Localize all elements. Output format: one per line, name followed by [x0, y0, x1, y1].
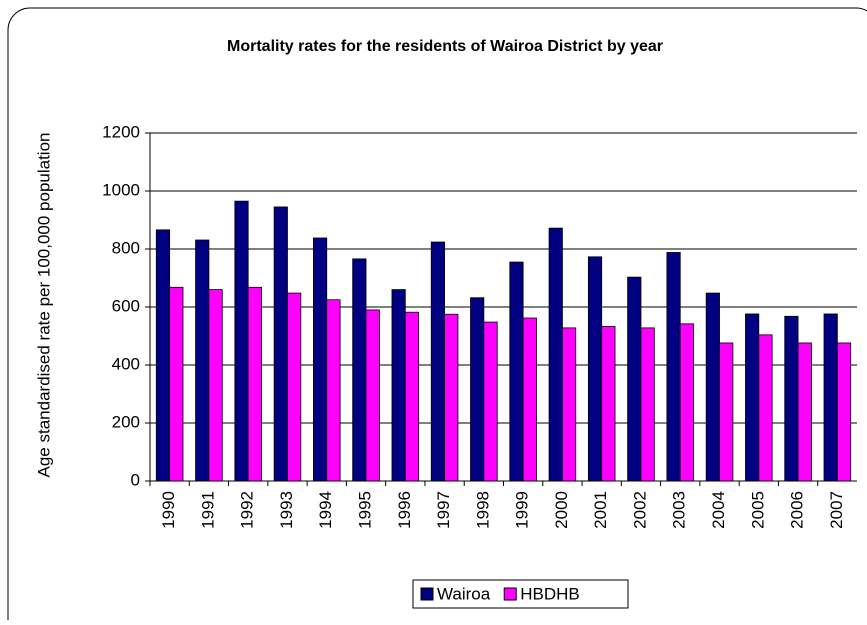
bar	[679, 323, 695, 482]
x-tick-label: 1997	[434, 491, 453, 529]
bar	[155, 229, 171, 482]
legend-swatch	[420, 587, 434, 601]
y-tick-label: 800	[112, 238, 140, 257]
bar	[758, 334, 773, 482]
bar	[195, 239, 210, 482]
x-tick-label: 1995	[356, 491, 375, 529]
y-tick-label: 0	[131, 470, 140, 489]
bar	[247, 286, 262, 482]
bar	[601, 326, 616, 482]
x-tick-label: 2006	[788, 491, 807, 529]
bar	[823, 313, 838, 482]
bar	[404, 311, 420, 482]
bar	[784, 315, 799, 482]
bar	[836, 342, 852, 482]
bar	[312, 237, 328, 482]
bar	[797, 342, 812, 482]
bar	[562, 327, 577, 482]
x-tick-label: 1991	[198, 491, 217, 529]
y-tick-label: 600	[112, 296, 140, 315]
x-tick-label: 1990	[159, 491, 178, 529]
bar	[719, 342, 734, 482]
legend-swatch	[503, 587, 517, 601]
x-tick-label: 1992	[238, 491, 257, 529]
bar	[627, 276, 642, 482]
bar	[169, 286, 184, 482]
bar	[745, 313, 760, 482]
x-tick-label: 1994	[316, 491, 335, 529]
chart-title: Mortality rates for the residents of Wai…	[227, 38, 663, 55]
x-tick-label: 2003	[670, 491, 689, 529]
bar	[326, 299, 341, 482]
y-axis-label: Age standardised rate per 100,000 popula…	[34, 133, 53, 478]
bar	[391, 289, 406, 482]
bar	[705, 292, 720, 482]
x-tick-label: 2001	[591, 491, 610, 529]
x-tick-label: 1999	[513, 491, 532, 529]
bar	[548, 227, 563, 482]
x-tick-label: 2000	[552, 491, 571, 529]
x-tick-label: 2005	[748, 491, 767, 529]
bar	[666, 252, 681, 482]
bar	[640, 327, 655, 482]
bar	[208, 289, 223, 482]
legend-label: HBDHB	[520, 584, 580, 603]
bar	[444, 313, 459, 482]
x-tick-label: 1998	[473, 491, 492, 529]
bar	[509, 261, 524, 482]
bar	[287, 292, 302, 482]
bar	[522, 317, 537, 482]
legend-box	[412, 579, 629, 609]
bar	[483, 321, 498, 482]
y-tick-label: 200	[112, 412, 140, 431]
y-tick-label: 400	[112, 354, 140, 373]
bar	[273, 206, 288, 482]
x-tick-label: 2002	[630, 491, 649, 529]
y-tick-label: 1200	[102, 122, 140, 141]
bar	[234, 200, 249, 482]
x-tick-label: 1993	[277, 491, 296, 529]
x-tick-label: 2007	[827, 491, 846, 529]
bar	[470, 297, 485, 482]
x-tick-label: 1996	[395, 491, 414, 529]
legend-label: Wairoa	[437, 584, 491, 603]
y-tick-label: 1000	[102, 180, 140, 199]
x-tick-label: 2004	[709, 491, 728, 529]
bar	[587, 256, 603, 482]
bar	[352, 258, 367, 482]
bar	[365, 309, 380, 482]
bar	[430, 241, 445, 482]
